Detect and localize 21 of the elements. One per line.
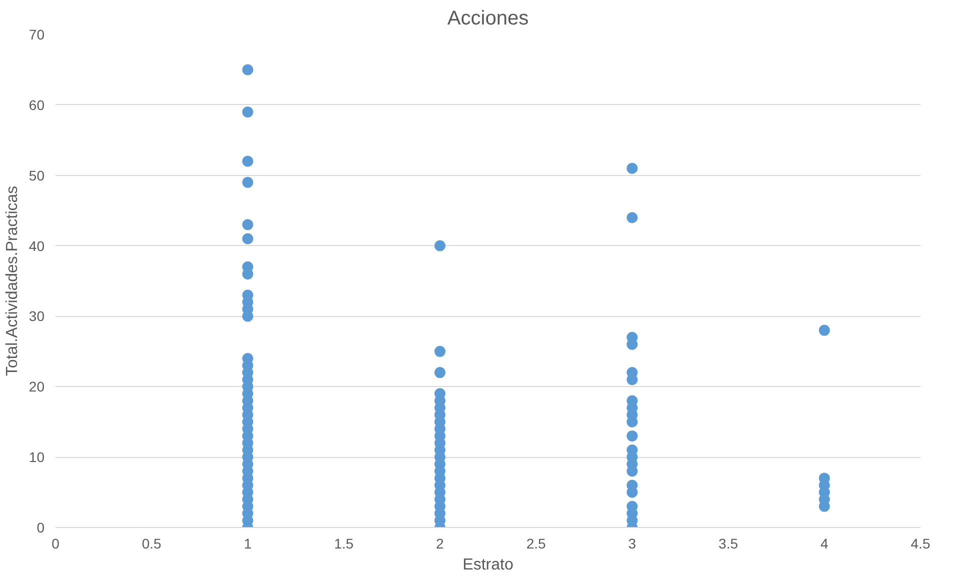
x-tick-label: 1.5 (334, 536, 354, 552)
y-tick-label: 0 (36, 520, 45, 536)
x-tick-label: 0.5 (142, 536, 162, 552)
x-tick-label: 3 (628, 536, 636, 552)
x-tick-label: 0 (52, 536, 60, 552)
x-tick-label: 4.5 (910, 536, 930, 552)
y-tick-label: 20 (28, 378, 45, 395)
x-tick-label: 1 (244, 536, 252, 552)
y-tick-label: 70 (28, 26, 45, 42)
y-tick-label: 50 (28, 167, 45, 184)
y-tick-label: 60 (28, 96, 45, 113)
x-tick-label: 2.5 (526, 536, 546, 552)
y-tick-label: 30 (28, 308, 45, 324)
x-tick-label: 4 (820, 536, 828, 552)
y-tick-label: 40 (28, 238, 45, 254)
chart-title: Acciones (447, 8, 529, 30)
x-axis-title: Estrato (462, 556, 514, 574)
y-axis-title: Total.Actividades.Practicas (4, 186, 21, 376)
x-tick-label: 2 (436, 536, 444, 552)
y-tick-label: 10 (28, 449, 45, 466)
x-tick-label: 3.5 (718, 536, 738, 552)
